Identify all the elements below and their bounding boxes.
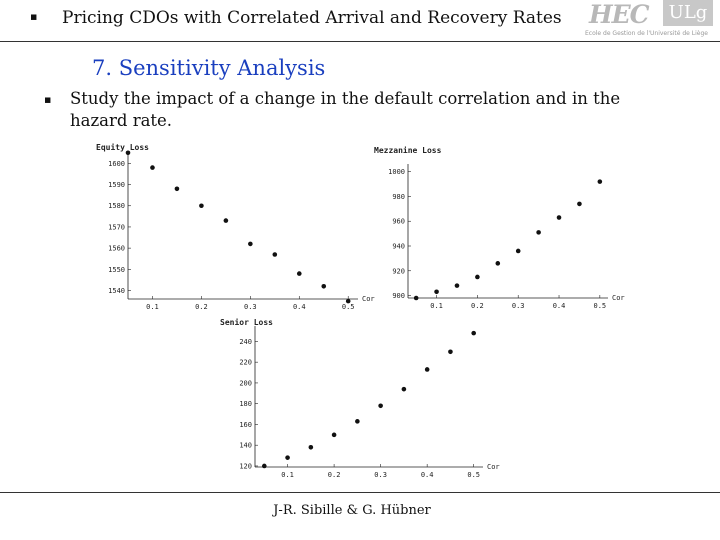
x-axis-label: Cor (362, 295, 375, 303)
senior-loss-chart: 0.1 0.2 0.3 0.4 0.5 120 140 160 180 200 220 240 Seni… (220, 317, 500, 479)
header-bullet: ▪ (30, 10, 38, 23)
data-point (597, 179, 603, 184)
data-point (471, 330, 476, 336)
y-tick-label: 960 (392, 218, 405, 226)
y-tick-label: 1550 (108, 266, 125, 274)
x-tick-label: 0.3 (374, 471, 387, 479)
logo-hec-text: HEC (589, 0, 650, 29)
y-tick-label: 220 (239, 359, 252, 367)
footer-authors: J-R. Sibille & G. Hübner (273, 503, 431, 518)
x-tick-label: 0.1 (430, 302, 443, 310)
x-tick-label: 0.5 (342, 303, 355, 311)
header-divider (0, 41, 720, 42)
data-point (296, 271, 302, 276)
x-tick-label: 0.5 (467, 471, 480, 479)
y-tick-label: 240 (239, 338, 252, 346)
x-axis-label: Cor (612, 294, 625, 302)
data-point (556, 215, 562, 220)
x-tick-label: 0.3 (512, 302, 525, 310)
y-tick-label: 200 (239, 379, 252, 387)
x-tick-label: 0.5 (594, 302, 607, 310)
chart-title: Equity Loss (96, 142, 149, 152)
y-tick-label: 180 (239, 400, 252, 408)
x-tick-label: 0.2 (471, 302, 484, 310)
data-point (475, 274, 480, 280)
data-point (321, 283, 327, 289)
data-point (272, 252, 278, 257)
data-point (125, 150, 131, 156)
data-point (262, 463, 267, 469)
x-tick-label: 0.1 (146, 303, 159, 311)
body-bullet: ▪ (44, 93, 52, 106)
data-point (536, 230, 541, 235)
logo-subtitle: Ecole de Gestion de l'Université de Lièg… (585, 30, 708, 37)
data-point (308, 444, 314, 450)
slide-header-title: Pricing CDOs with Correlated Arrival and… (62, 8, 562, 28)
y-tick-label: 160 (239, 421, 252, 429)
data-point (434, 289, 439, 295)
logo-ulg-text: ULg (663, 0, 713, 26)
y-tick-label: 1560 (108, 245, 125, 253)
chart-title: Mezzanine Loss (374, 145, 442, 155)
y-tick-label: 140 (239, 442, 252, 450)
mezzanine-loss-chart: 0.1 0.2 0.3 0.4 0.5 900 920 940 960 980 1000 Mezzan… (374, 145, 625, 310)
data-point (413, 295, 419, 301)
data-point (355, 419, 360, 424)
x-tick-label: 0.2 (328, 471, 341, 479)
x-tick-label: 0.2 (195, 303, 208, 311)
chart-title: Senior Loss (220, 317, 273, 327)
body-text: Study the impact of a change in the defa… (70, 89, 621, 130)
data-point (448, 349, 453, 355)
data-point (285, 455, 290, 460)
y-tick-label: 1540 (108, 287, 125, 295)
data-point (495, 261, 501, 266)
data-point (577, 201, 582, 207)
hec-ulg-logo: HEC ULg Ecole de Gestion de l'Université… (583, 0, 720, 42)
y-tick-label: 120 (239, 462, 252, 470)
data-point (223, 218, 229, 223)
data-point (454, 283, 460, 288)
data-point (401, 386, 407, 392)
data-point (378, 403, 383, 409)
x-axis-label: Cor (487, 463, 500, 471)
y-tick-label: 1570 (108, 223, 125, 231)
x-tick-label: 0.4 (553, 302, 566, 310)
y-tick-label: 1580 (108, 202, 125, 210)
data-point (345, 298, 351, 304)
footer-divider (0, 492, 720, 493)
x-tick-label: 0.4 (293, 303, 306, 311)
y-tick-label: 1600 (108, 160, 125, 168)
x-tick-label: 0.3 (244, 303, 257, 311)
y-tick-label: 900 (392, 292, 405, 300)
y-tick-label: 1000 (388, 168, 405, 176)
y-tick-label: 1590 (108, 181, 125, 189)
y-tick-label: 920 (392, 267, 405, 275)
data-point (174, 186, 180, 192)
data-point (150, 165, 155, 170)
x-tick-label: 0.4 (421, 471, 434, 479)
equity-loss-chart: 0.1 0.2 0.3 0.4 0.5 1540 1550 1560 1570 1580 1590 1… (96, 142, 375, 311)
section-title: 7. Sensitivity Analysis (92, 56, 326, 80)
data-point (248, 241, 253, 247)
data-point (199, 203, 204, 209)
y-tick-label: 980 (392, 193, 405, 201)
data-point (424, 367, 430, 372)
data-point (331, 432, 337, 438)
data-point (515, 248, 521, 254)
x-tick-label: 0.1 (281, 471, 294, 479)
y-tick-label: 940 (392, 243, 405, 251)
